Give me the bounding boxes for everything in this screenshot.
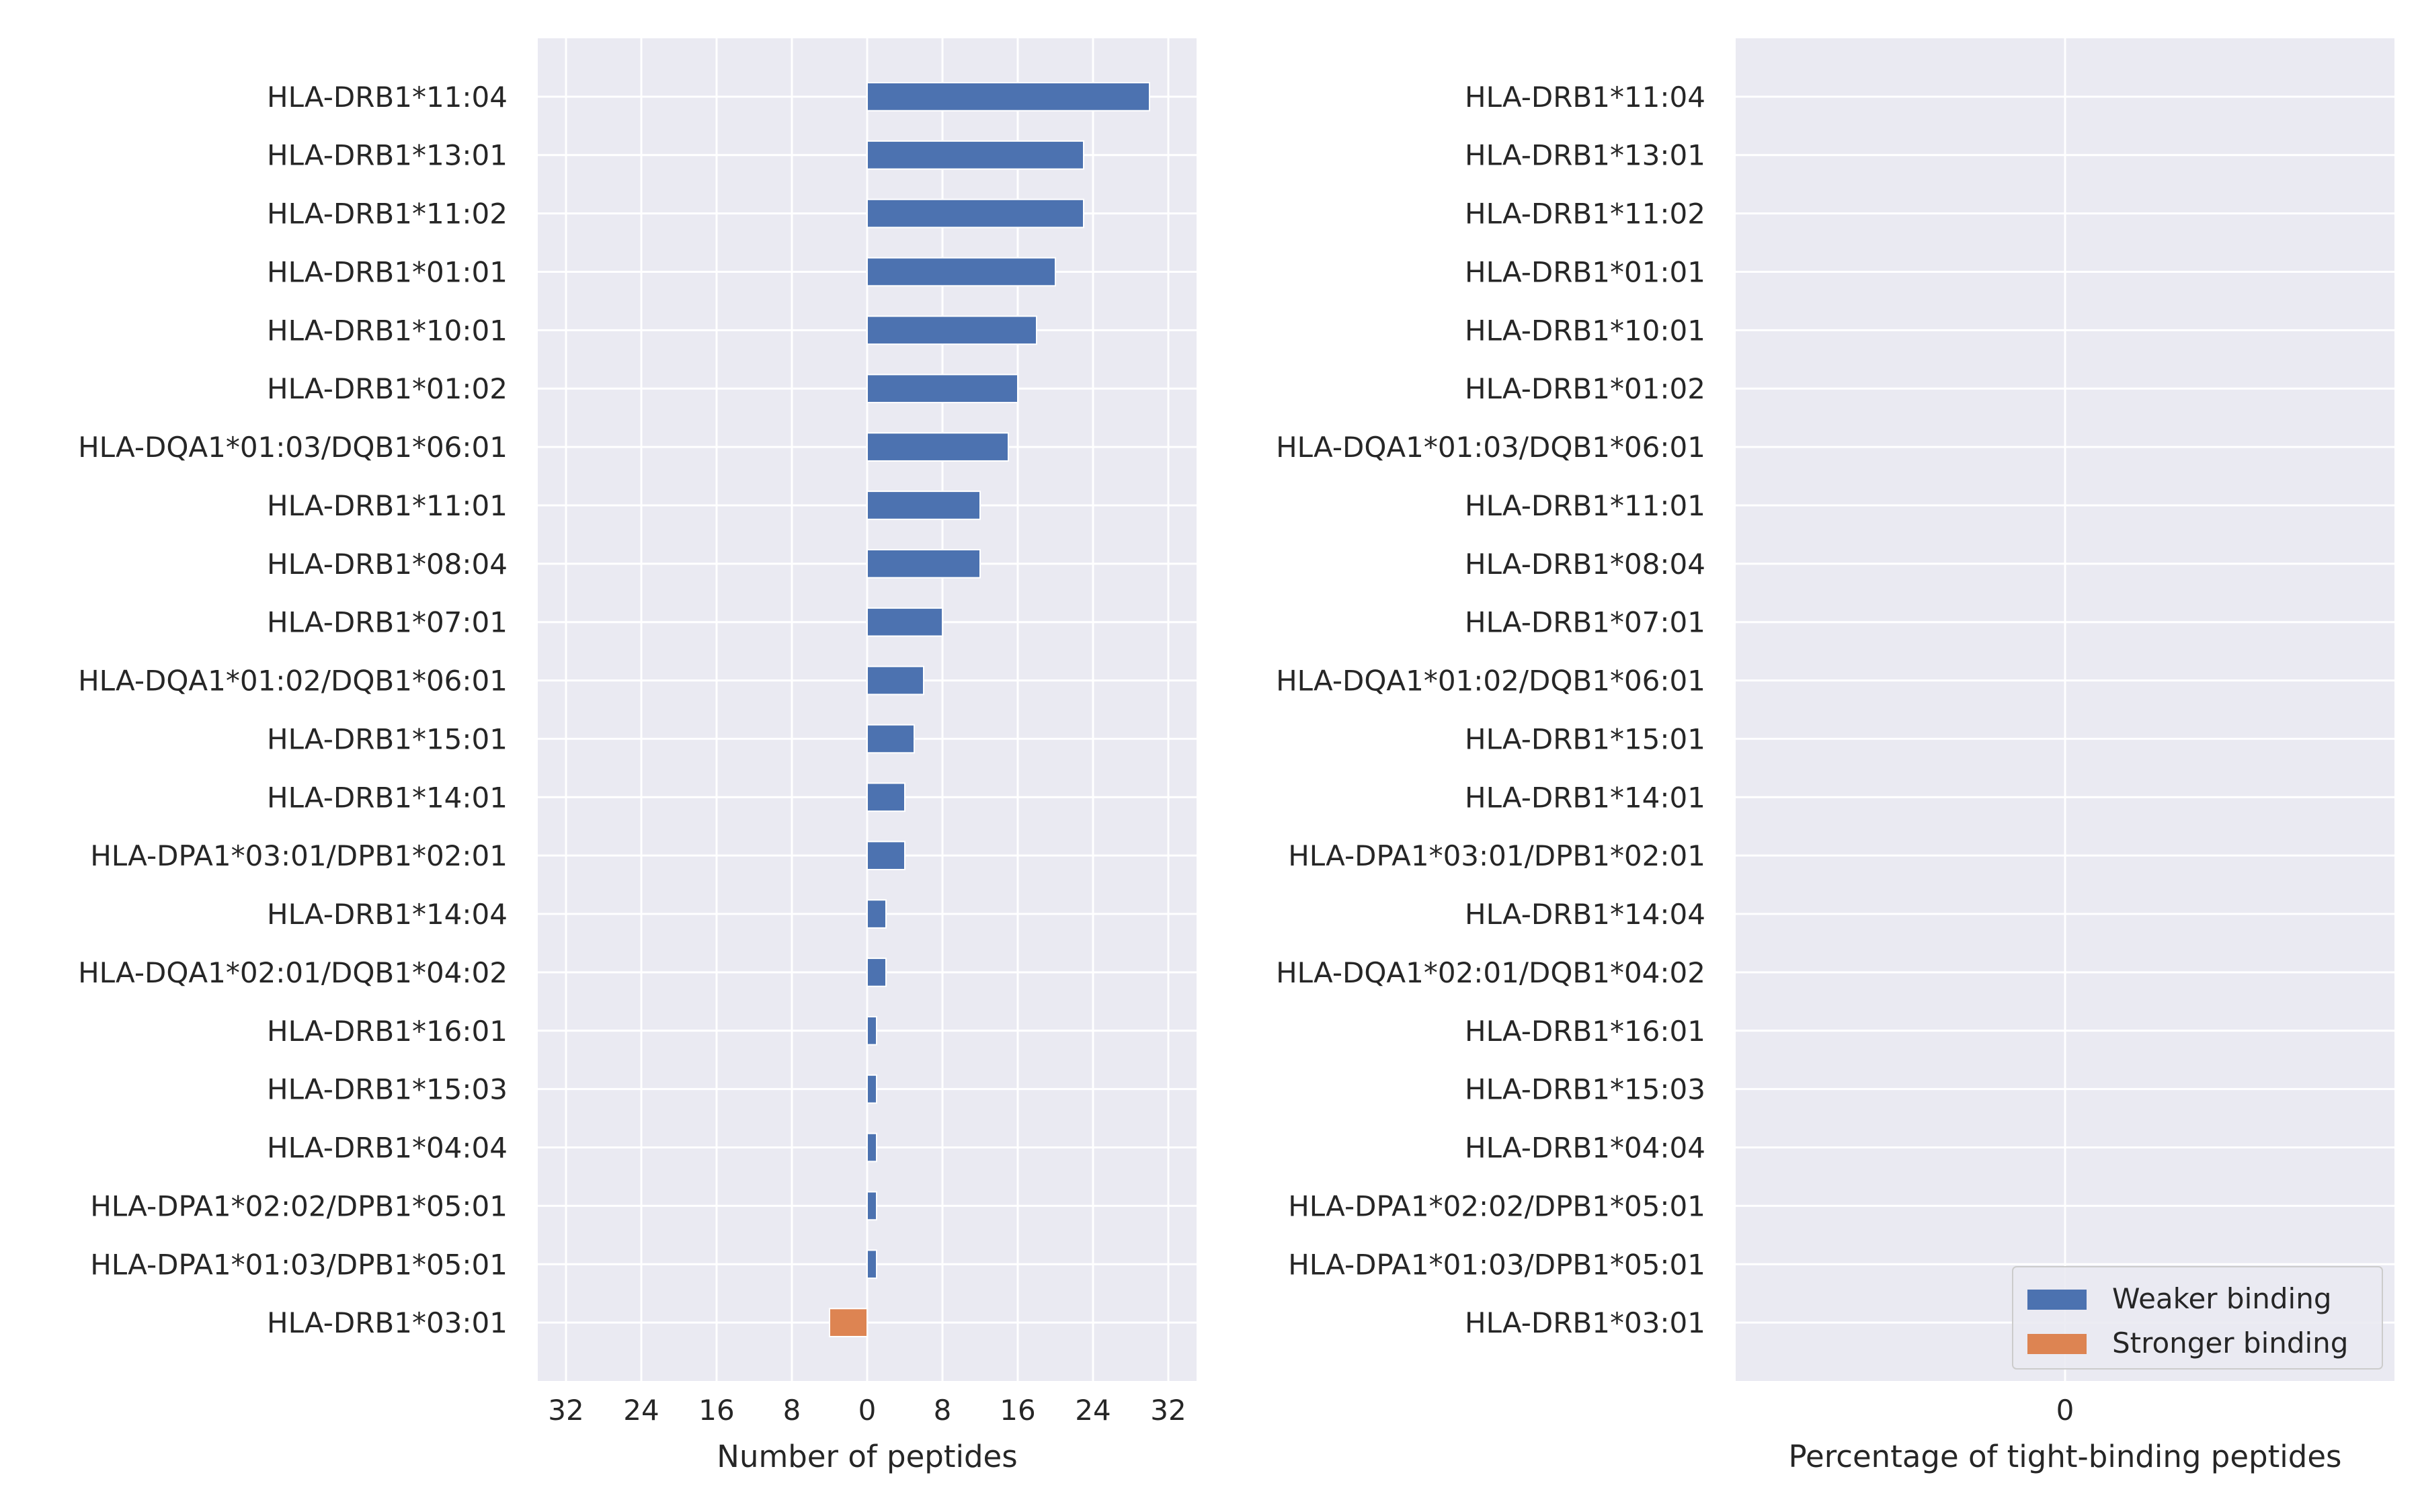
y-tick-label: HLA-DRB1*14:04 <box>267 898 508 931</box>
legend-frame <box>2012 1266 2383 1370</box>
y-tick-label: HLA-DRB1*15:01 <box>1465 722 1705 755</box>
x-tick-label: 0 <box>2056 1394 2074 1427</box>
bar-weaker-5 <box>866 374 1018 404</box>
y-tick-label: HLA-DPA1*03:01/DPB1*02:01 <box>1288 839 1705 872</box>
y-tick-label: HLA-DRB1*03:01 <box>1465 1306 1705 1339</box>
x-tick-label: 8 <box>783 1394 801 1427</box>
bar-weaker-11 <box>866 724 915 754</box>
y-tick-label: HLA-DRB1*13:01 <box>1465 139 1705 172</box>
y-tick-label: HLA-DRB1*01:01 <box>267 255 508 288</box>
legend-label-0: Weaker binding <box>2112 1282 2331 1315</box>
y-tick-label: HLA-DRB1*11:04 <box>1465 81 1705 114</box>
bar-weaker-12 <box>866 782 905 812</box>
y-tick-label: HLA-DRB1*07:01 <box>1465 606 1705 639</box>
y-tick-label: HLA-DRB1*11:01 <box>267 489 508 522</box>
bar-weaker-18 <box>866 1132 877 1163</box>
legend-swatch-1 <box>2027 1334 2087 1354</box>
y-tick-label: HLA-DRB1*04:04 <box>1465 1132 1705 1165</box>
legend: Weaker binding Stronger binding <box>2012 1266 2383 1370</box>
bar-weaker-9 <box>866 607 943 637</box>
y-tick-label: HLA-DRB1*07:01 <box>267 606 508 639</box>
legend-swatch-0 <box>2027 1290 2087 1310</box>
y-tick-label: HLA-DRB1*08:04 <box>267 548 508 581</box>
bar-weaker-6 <box>866 432 1009 462</box>
x-tick-label: 16 <box>698 1394 734 1427</box>
legend-label-1: Stronger binding <box>2112 1327 2348 1359</box>
y-tick-label: HLA-DRB1*13:01 <box>267 139 508 172</box>
bar-weaker-7 <box>866 491 981 520</box>
chart-left-number-of-peptides: 32 24 16 8 0 8 16 24 32 HLA-DRB1*11:04 HLA-DRB1*13… <box>78 38 1197 1474</box>
bar-weaker-13 <box>866 841 905 871</box>
y-tick-label: HLA-DQA1*01:02/DQB1*06:01 <box>1276 665 1705 698</box>
y-tick-label: HLA-DRB1*10:01 <box>1465 314 1705 347</box>
x-tick-label: 0 <box>858 1394 877 1427</box>
bar-weaker-4 <box>866 315 1037 345</box>
y-tick-label: HLA-DRB1*11:02 <box>1465 198 1705 230</box>
y-tick-label: HLA-DRB1*14:04 <box>1465 898 1705 931</box>
bar-weaker-15 <box>866 958 887 987</box>
y-tick-label: HLA-DQA1*01:03/DQB1*06:01 <box>78 431 508 464</box>
y-tick-label: HLA-DPA1*01:03/DPB1*05:01 <box>90 1248 508 1281</box>
bar-weaker-2 <box>866 198 1084 228</box>
y-tick-label: HLA-DRB1*08:04 <box>1465 548 1705 581</box>
y-tick-label: HLA-DRB1*11:02 <box>267 198 508 230</box>
y-tick-label: HLA-DQA1*02:01/DQB1*04:02 <box>78 956 508 989</box>
y-tick-label: HLA-DQA1*01:03/DQB1*06:01 <box>1276 431 1705 464</box>
y-tick-label: HLA-DRB1*03:01 <box>267 1306 508 1339</box>
bar-weaker-1 <box>866 140 1084 170</box>
x-tick-label: 16 <box>1000 1394 1035 1427</box>
bar-weaker-14 <box>866 899 887 929</box>
x-axis-label: Number of peptides <box>717 1439 1017 1474</box>
y-tick-label: HLA-DRB1*16:01 <box>267 1015 508 1048</box>
y-tick-label: HLA-DRB1*15:03 <box>1465 1073 1705 1106</box>
bar-weaker-8 <box>866 548 981 579</box>
bar-weaker-17 <box>866 1074 877 1104</box>
bar-weaker-20 <box>866 1249 877 1279</box>
y-tick-label: HLA-DRB1*01:02 <box>267 372 508 405</box>
y-tick-label: HLA-DRB1*16:01 <box>1465 1015 1705 1048</box>
bar-weaker-10 <box>866 665 924 696</box>
y-tick-label: HLA-DRB1*01:01 <box>1465 255 1705 288</box>
y-tick-label: HLA-DRB1*01:02 <box>1465 372 1705 405</box>
bar-weaker-16 <box>866 1015 877 1046</box>
chart-right-percentage-tight-binding: 0 HLA-DRB1*11:04 HLA-DRB1*13:01 HLA-DRB1*11… <box>1276 38 2394 1474</box>
x-tick-label: 24 <box>1075 1394 1111 1427</box>
y-tick-label: HLA-DRB1*11:04 <box>267 81 508 114</box>
y-tick-label: HLA-DRB1*11:01 <box>1465 489 1705 522</box>
bar-weaker-3 <box>866 257 1056 287</box>
y-tick-label: HLA-DRB1*04:04 <box>267 1132 508 1165</box>
bar-weaker-0 <box>866 82 1150 112</box>
x-tick-label: 32 <box>548 1394 583 1427</box>
x-tick-label: 32 <box>1150 1394 1186 1427</box>
y-tick-label: HLA-DRB1*14:01 <box>1465 781 1705 814</box>
y-tick-label: HLA-DRB1*14:01 <box>267 781 508 814</box>
y-tick-label: HLA-DRB1*10:01 <box>267 314 508 347</box>
bar-stronger-21 <box>829 1308 868 1337</box>
y-tick-label: HLA-DPA1*02:02/DPB1*05:01 <box>1288 1189 1705 1222</box>
bar-weaker-19 <box>866 1191 877 1221</box>
x-axis-label: Percentage of tight-binding peptides <box>1789 1439 2342 1474</box>
y-tick-label: HLA-DPA1*01:03/DPB1*05:01 <box>1288 1248 1705 1281</box>
y-tick-label: HLA-DPA1*02:02/DPB1*05:01 <box>90 1189 508 1222</box>
x-tick-label: 24 <box>623 1394 659 1427</box>
y-tick-label: HLA-DQA1*01:02/DQB1*06:01 <box>78 665 508 698</box>
x-tick-label: 8 <box>934 1394 952 1427</box>
y-tick-label: HLA-DRB1*15:01 <box>267 722 508 755</box>
y-tick-label: HLA-DRB1*15:03 <box>267 1073 508 1106</box>
y-tick-label: HLA-DQA1*02:01/DQB1*04:02 <box>1276 956 1705 989</box>
y-tick-label: HLA-DPA1*03:01/DPB1*02:01 <box>90 839 508 872</box>
